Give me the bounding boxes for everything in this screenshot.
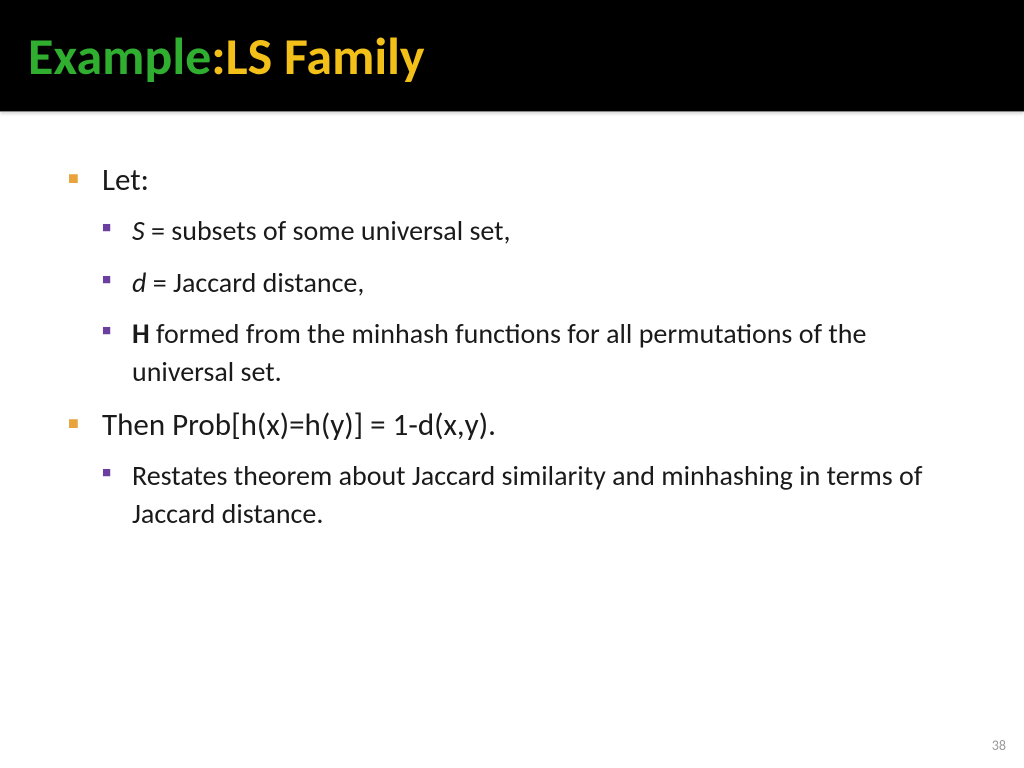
subbullet-h-text: formed from the minhash functions for al… [132, 316, 866, 389]
title-separator: : [211, 24, 225, 88]
slide-title-bar: Example: LS Family [0, 0, 1024, 112]
bullet-then-prob-text: Then Prob[h(x)=h(y)] = 1-d(x,y). [102, 406, 496, 444]
subbullet-restates-text: Restates theorem about Jaccard similarit… [132, 458, 922, 531]
subbullet-h: H formed from the minhash functions for … [102, 315, 964, 391]
bullet-list-level2-b: Restates theorem about Jaccard similarit… [102, 457, 964, 533]
subbullet-s-var: S [132, 213, 145, 248]
subbullet-d-var: d [132, 265, 146, 300]
title-part-example: Example [28, 24, 211, 88]
title-part-lsfamily: LS Family [226, 24, 425, 88]
bullet-let: Let: S = subsets of some universal set, … [68, 160, 964, 391]
bullet-list-level1: Let: S = subsets of some universal set, … [68, 160, 964, 532]
bullet-then-prob: Then Prob[h(x)=h(y)] = 1-d(x,y). Restate… [68, 405, 964, 532]
bullet-list-level2-a: S = subsets of some universal set, d = J… [102, 212, 964, 391]
subbullet-restates: Restates theorem about Jaccard similarit… [102, 457, 964, 533]
subbullet-d: d = Jaccard distance, [102, 264, 964, 302]
slide-body: Let: S = subsets of some universal set, … [0, 112, 1024, 532]
subbullet-s: S = subsets of some universal set, [102, 212, 964, 250]
subbullet-h-var: H [132, 316, 150, 351]
bullet-let-text: Let: [102, 161, 149, 199]
page-number: 38 [992, 737, 1006, 754]
subbullet-d-text: = Jaccard distance, [146, 265, 364, 300]
subbullet-s-text: = subsets of some universal set, [145, 213, 511, 248]
